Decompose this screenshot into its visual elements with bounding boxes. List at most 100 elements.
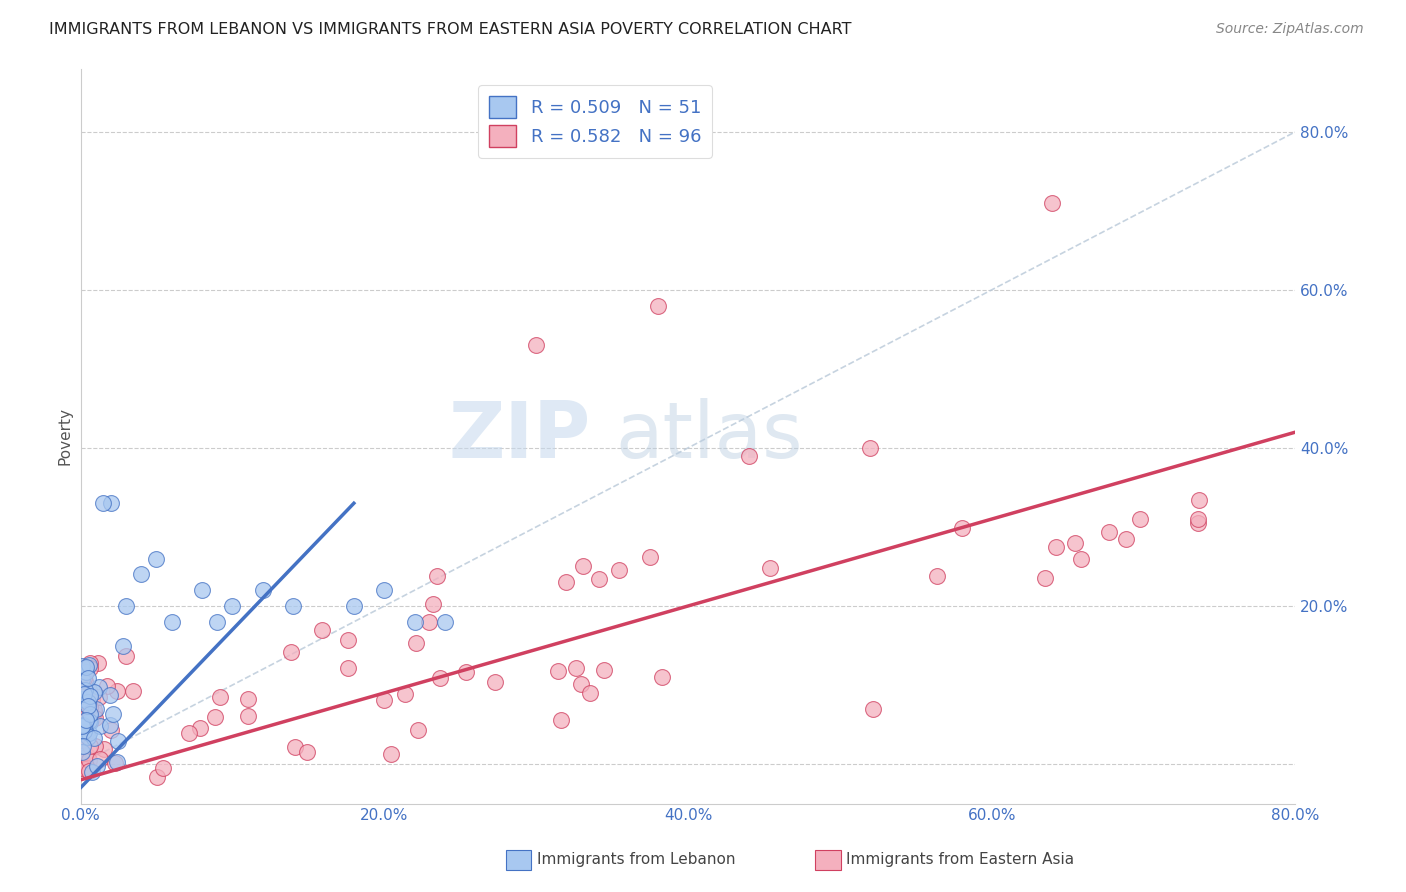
- Point: [1070, 551, 1092, 566]
- Point: [75, 660, 97, 674]
- Point: [83, 711, 105, 725]
- Point: [284, 740, 307, 755]
- Point: [82, 710, 104, 724]
- Point: [588, 572, 610, 586]
- Point: [75, 713, 97, 727]
- Point: [1115, 533, 1137, 547]
- Point: [1033, 571, 1056, 585]
- Point: [238, 692, 260, 706]
- Point: [72, 718, 94, 732]
- Point: [572, 558, 595, 573]
- Point: [77, 682, 100, 697]
- Point: [73, 758, 96, 772]
- Point: [70, 719, 93, 733]
- Point: [83, 731, 105, 745]
- Point: [73, 683, 96, 698]
- Point: [73, 673, 96, 688]
- Point: [73, 724, 96, 739]
- Point: [75, 762, 97, 776]
- Point: [79, 739, 101, 753]
- Point: [373, 583, 395, 598]
- Point: [337, 633, 360, 648]
- Point: [75, 712, 97, 726]
- Point: [1064, 535, 1087, 549]
- Point: [1098, 524, 1121, 539]
- Point: [80, 764, 103, 779]
- Point: [70, 756, 93, 770]
- Point: [579, 686, 602, 700]
- Text: Source: ZipAtlas.com: Source: ZipAtlas.com: [1216, 22, 1364, 37]
- Point: [115, 599, 138, 613]
- Point: [179, 725, 201, 739]
- Point: [77, 658, 100, 673]
- Point: [77, 699, 100, 714]
- Point: [91, 496, 114, 510]
- Point: [343, 599, 366, 613]
- Point: [311, 623, 333, 637]
- Point: [105, 755, 128, 769]
- Point: [429, 671, 451, 685]
- Point: [76, 695, 98, 709]
- Point: [70, 659, 93, 673]
- Point: [394, 687, 416, 701]
- Point: [79, 690, 101, 704]
- Point: [70, 733, 93, 747]
- Point: [208, 690, 231, 704]
- Point: [79, 714, 101, 729]
- Point: [87, 680, 110, 694]
- Text: Immigrants from Eastern Asia: Immigrants from Eastern Asia: [846, 853, 1074, 867]
- Point: [281, 599, 304, 613]
- Point: [418, 615, 440, 629]
- Point: [426, 569, 449, 583]
- Point: [104, 756, 127, 770]
- Point: [77, 714, 100, 729]
- Point: [89, 752, 111, 766]
- Point: [221, 599, 243, 613]
- Point: [1187, 516, 1209, 530]
- Point: [79, 656, 101, 670]
- Point: [145, 551, 167, 566]
- Point: [454, 665, 477, 679]
- Point: [80, 693, 103, 707]
- Point: [77, 726, 100, 740]
- Point: [73, 686, 96, 700]
- Point: [295, 745, 318, 759]
- Point: [380, 747, 402, 761]
- Point: [72, 667, 94, 681]
- Point: [422, 597, 444, 611]
- Point: [550, 714, 572, 728]
- Point: [76, 659, 98, 673]
- Point: [337, 661, 360, 675]
- Point: [404, 615, 426, 629]
- Point: [98, 688, 121, 702]
- Point: [406, 723, 429, 738]
- Point: [484, 675, 506, 690]
- Point: [160, 615, 183, 629]
- Point: [129, 567, 152, 582]
- Y-axis label: Poverty: Poverty: [58, 407, 72, 465]
- Point: [79, 706, 101, 721]
- Point: [87, 656, 110, 670]
- Point: [93, 741, 115, 756]
- Point: [555, 574, 578, 589]
- Point: [72, 739, 94, 753]
- Legend: R = 0.509   N = 51, R = 0.582   N = 96: R = 0.509 N = 51, R = 0.582 N = 96: [478, 85, 711, 158]
- Point: [100, 496, 122, 510]
- Point: [373, 692, 395, 706]
- Point: [1045, 540, 1067, 554]
- Point: [152, 761, 174, 775]
- Point: [70, 712, 93, 726]
- Point: [191, 583, 214, 598]
- Point: [70, 673, 93, 687]
- Point: [100, 723, 122, 738]
- Text: ZIP: ZIP: [449, 398, 591, 474]
- Point: [638, 549, 661, 564]
- Point: [73, 762, 96, 776]
- Point: [204, 710, 226, 724]
- Point: [862, 702, 884, 716]
- Point: [1188, 493, 1211, 508]
- Point: [83, 739, 105, 753]
- Point: [96, 679, 118, 693]
- Point: [70, 745, 93, 759]
- Point: [86, 759, 108, 773]
